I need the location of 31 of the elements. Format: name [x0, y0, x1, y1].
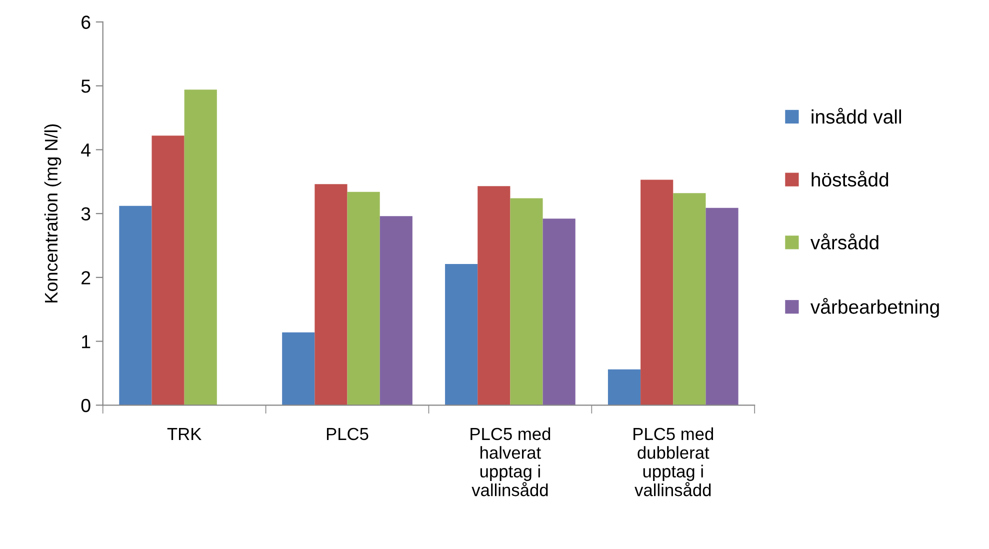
y-tick-label: 3: [81, 207, 90, 221]
bar: [184, 90, 217, 406]
bar: [282, 332, 315, 406]
bar: [673, 193, 706, 406]
y-tick-label: 5: [81, 80, 90, 93]
legend-label: vårbearbetning: [810, 298, 939, 318]
bar: [542, 218, 576, 406]
x-tick-label: PLC5: [326, 428, 368, 440]
bar: [478, 186, 510, 406]
bar: [314, 184, 348, 406]
x-tick-label: TRK: [167, 428, 202, 440]
y-axis-title: Koncentration (mg N/l): [44, 124, 62, 302]
bar: [152, 136, 184, 406]
bar: [347, 192, 380, 406]
y-tick-label: 6: [82, 16, 90, 29]
x-tick-label: PLC5 med halverat upptag i vallinsådd: [470, 427, 550, 496]
bar: [640, 180, 674, 406]
y-tick-label: 2: [82, 271, 90, 284]
bar: [445, 264, 478, 406]
x-tick-label: PLC5 med dubblerat upptag i vallinsådd: [634, 427, 714, 496]
bar: [380, 216, 412, 406]
legend-label: vårsådd: [810, 234, 878, 250]
bar: [706, 208, 738, 406]
legend-label: höstsådd: [812, 170, 888, 187]
bar: [608, 369, 641, 406]
bar: [510, 198, 543, 406]
bar: [119, 206, 152, 406]
y-tick-label: 1: [82, 335, 90, 348]
y-tick-label: 0: [81, 398, 90, 412]
legend-label: insådd vall: [812, 108, 901, 124]
y-tick-label: 4: [81, 144, 91, 156]
